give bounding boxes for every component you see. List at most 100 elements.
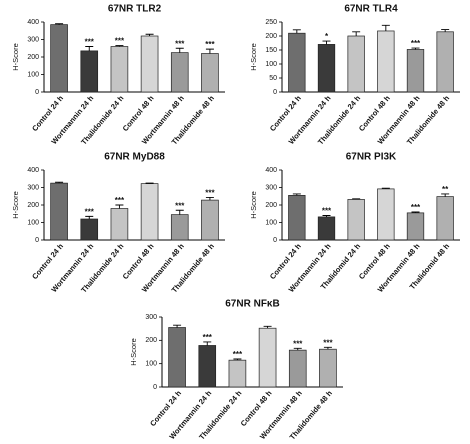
significance: *** bbox=[323, 338, 333, 347]
bar bbox=[50, 24, 68, 93]
error-bar bbox=[322, 40, 331, 45]
y-tick-label: 0 bbox=[273, 237, 277, 244]
significance: *** bbox=[322, 207, 332, 216]
error-bar bbox=[175, 209, 184, 215]
error-bar bbox=[322, 215, 331, 217]
y-tick-label: 200 bbox=[265, 33, 277, 40]
error-bar bbox=[381, 24, 390, 31]
bar bbox=[140, 35, 159, 93]
y-tick-label: 200 bbox=[265, 202, 277, 209]
error-bar bbox=[205, 48, 214, 54]
bar bbox=[170, 52, 189, 93]
bar bbox=[288, 349, 307, 388]
bar bbox=[436, 31, 454, 93]
bar bbox=[406, 212, 425, 241]
error-bar bbox=[293, 347, 302, 351]
error-bar bbox=[263, 325, 272, 329]
error-bar bbox=[233, 358, 242, 361]
y-tick-label: 200 bbox=[27, 54, 39, 61]
error-bar bbox=[411, 211, 420, 213]
significance: *** bbox=[175, 39, 185, 48]
error-bar bbox=[292, 193, 301, 196]
bar bbox=[258, 327, 277, 388]
bar bbox=[319, 348, 337, 388]
significance: *** bbox=[203, 333, 213, 342]
bar bbox=[317, 216, 336, 241]
error-bar bbox=[381, 187, 390, 189]
bar bbox=[80, 50, 99, 93]
significance: *** bbox=[85, 38, 95, 47]
panel-title: 67NR NFκB bbox=[225, 299, 279, 310]
significance: *** bbox=[175, 201, 185, 210]
bar bbox=[170, 214, 189, 241]
error-bar bbox=[203, 341, 212, 346]
error-bar bbox=[145, 182, 154, 184]
bar bbox=[436, 196, 454, 241]
significance: *** bbox=[205, 40, 215, 49]
error-bar bbox=[55, 23, 64, 25]
significance: *** bbox=[85, 207, 95, 216]
error-bar bbox=[352, 31, 361, 36]
significance: *** bbox=[411, 203, 421, 212]
y-tick-label: 100 bbox=[27, 71, 39, 78]
error-bar bbox=[115, 45, 124, 47]
y-tick-label: 100 bbox=[265, 219, 277, 226]
error-bar bbox=[292, 29, 301, 34]
bar bbox=[347, 199, 365, 241]
y-tick-label: 400 bbox=[27, 167, 39, 174]
y-tick-label: 400 bbox=[265, 167, 277, 174]
bar bbox=[168, 327, 186, 388]
bar bbox=[198, 345, 217, 388]
significance: *** bbox=[115, 37, 125, 46]
y-tick-label: 0 bbox=[35, 237, 39, 244]
bar bbox=[317, 44, 336, 93]
y-tick-label: 150 bbox=[265, 47, 277, 54]
significance: *** bbox=[115, 196, 125, 205]
y-axis-label: H-Score bbox=[249, 43, 258, 71]
bar bbox=[288, 195, 306, 241]
error-bar bbox=[441, 29, 450, 32]
panel-title: 67NR MyD88 bbox=[104, 152, 165, 163]
y-tick-label: 300 bbox=[27, 184, 39, 191]
y-tick-label: 300 bbox=[27, 36, 39, 43]
significance: *** bbox=[205, 189, 215, 198]
y-tick-label: 0 bbox=[153, 384, 157, 391]
error-bar bbox=[173, 324, 182, 328]
y-axis-label: H-Score bbox=[11, 191, 20, 219]
bar bbox=[50, 182, 68, 241]
error-bar bbox=[175, 47, 184, 53]
bar bbox=[377, 30, 395, 93]
bar bbox=[140, 183, 159, 241]
error-bar bbox=[441, 193, 450, 197]
y-axis-label: H-Score bbox=[11, 43, 20, 71]
bar bbox=[288, 32, 306, 93]
error-bar bbox=[85, 215, 94, 219]
y-axis-label: H-Score bbox=[129, 338, 138, 366]
error-bar bbox=[115, 204, 124, 209]
bar bbox=[406, 49, 425, 93]
significance: *** bbox=[233, 350, 243, 359]
error-bar bbox=[145, 33, 154, 36]
y-tick-label: 400 bbox=[27, 19, 39, 26]
error-bar bbox=[323, 346, 332, 350]
y-tick-label: 200 bbox=[27, 202, 39, 209]
y-tick-label: 250 bbox=[265, 19, 277, 26]
bar bbox=[347, 35, 365, 93]
error-bar bbox=[55, 181, 64, 184]
y-tick-label: 300 bbox=[145, 314, 157, 321]
bar bbox=[201, 53, 219, 93]
y-tick-label: 50 bbox=[269, 75, 277, 82]
y-tick-label: 0 bbox=[273, 89, 277, 96]
bar bbox=[228, 359, 247, 388]
significance: *** bbox=[411, 39, 421, 48]
error-bar bbox=[352, 198, 361, 200]
y-tick-label: 300 bbox=[265, 184, 277, 191]
y-tick-label: 100 bbox=[27, 219, 39, 226]
bar bbox=[201, 199, 219, 241]
bar bbox=[110, 46, 129, 93]
error-bar bbox=[411, 47, 420, 50]
panel-title: 67NR TLR4 bbox=[344, 4, 398, 15]
error-bar bbox=[85, 46, 94, 51]
significance: ** bbox=[442, 185, 449, 194]
